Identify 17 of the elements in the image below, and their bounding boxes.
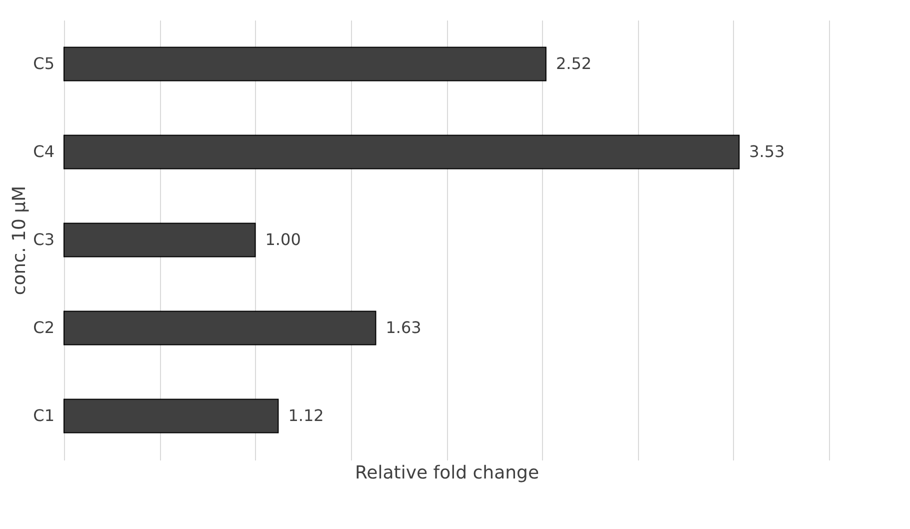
data-label: 1.00 [265, 230, 301, 249]
x-axis-title: Relative fold change [354, 462, 540, 484]
data-label: 3.53 [749, 142, 785, 161]
data-label: 1.12 [288, 406, 324, 425]
data-label: 2.52 [556, 54, 592, 73]
y-tick-label: C1 [33, 406, 54, 425]
y-tick-label: C4 [33, 142, 54, 161]
bar [64, 134, 740, 170]
data-label: 1.63 [386, 318, 422, 337]
bar [64, 222, 256, 258]
y-tick-label: C2 [33, 318, 54, 337]
bar [64, 398, 279, 434]
y-tick-label: C5 [33, 54, 54, 73]
bar [64, 310, 376, 346]
y-axis-title: conc. 10 µM [9, 186, 30, 296]
bar [64, 46, 546, 82]
y-tick-label: C3 [33, 230, 54, 249]
